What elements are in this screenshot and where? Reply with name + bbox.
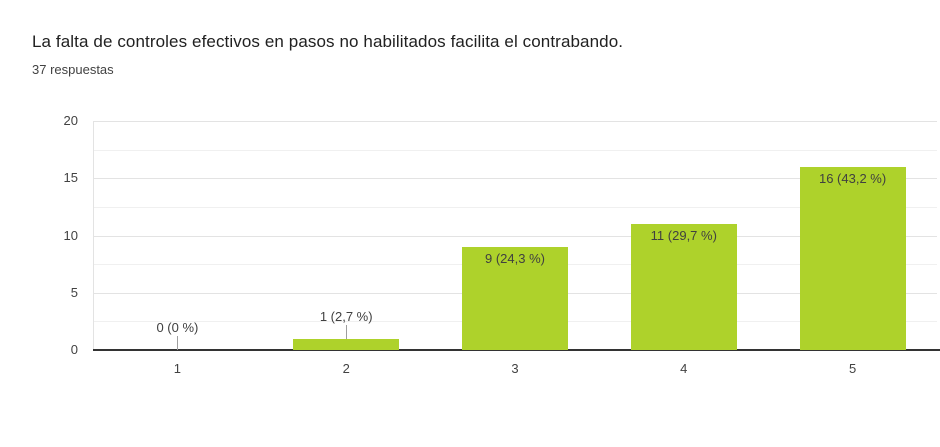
y-axis-tick-label: 10 <box>63 227 78 243</box>
y-axis-tick-label: 5 <box>70 284 78 300</box>
x-axis-tick-label: 3 <box>511 361 519 376</box>
bar-value-label: 9 (24,3 %) <box>485 250 545 266</box>
gridline-major <box>93 178 937 180</box>
bar[interactable] <box>462 246 568 350</box>
x-axis-baseline <box>93 349 940 351</box>
bar-value-label: 16 (43,2 %) <box>818 170 887 186</box>
y-axis-tick-label: 20 <box>63 113 78 128</box>
x-axis-tick-label: 1 <box>173 361 181 376</box>
y-axis-tick-label: 15 <box>63 170 78 186</box>
gridline-major <box>93 121 937 122</box>
bar-value-label: 1 (2,7 %) <box>319 308 373 324</box>
bar[interactable] <box>630 224 737 350</box>
bar-value-label: 0 (0 %) <box>156 320 199 335</box>
x-axis-tick-label: 5 <box>848 361 857 376</box>
gridline-major <box>93 235 937 237</box>
bar[interactable] <box>293 338 400 350</box>
x-axis-tick-label: 4 <box>680 361 688 376</box>
bar[interactable] <box>799 166 906 350</box>
label-connector-line <box>177 336 179 350</box>
question-title: La falta de controles efectivos en pasos… <box>32 32 624 51</box>
gridline-minor <box>93 149 937 151</box>
label-connector-line <box>346 324 348 339</box>
y-axis-tick-label: 0 <box>70 342 78 357</box>
bar-value-label: 11 (29,7 %) <box>650 228 717 244</box>
response-count: 37 respuestas <box>32 62 114 77</box>
x-axis-tick-label: 2 <box>342 361 350 376</box>
plot-left-edge <box>93 121 94 350</box>
gridline-minor <box>93 206 937 208</box>
